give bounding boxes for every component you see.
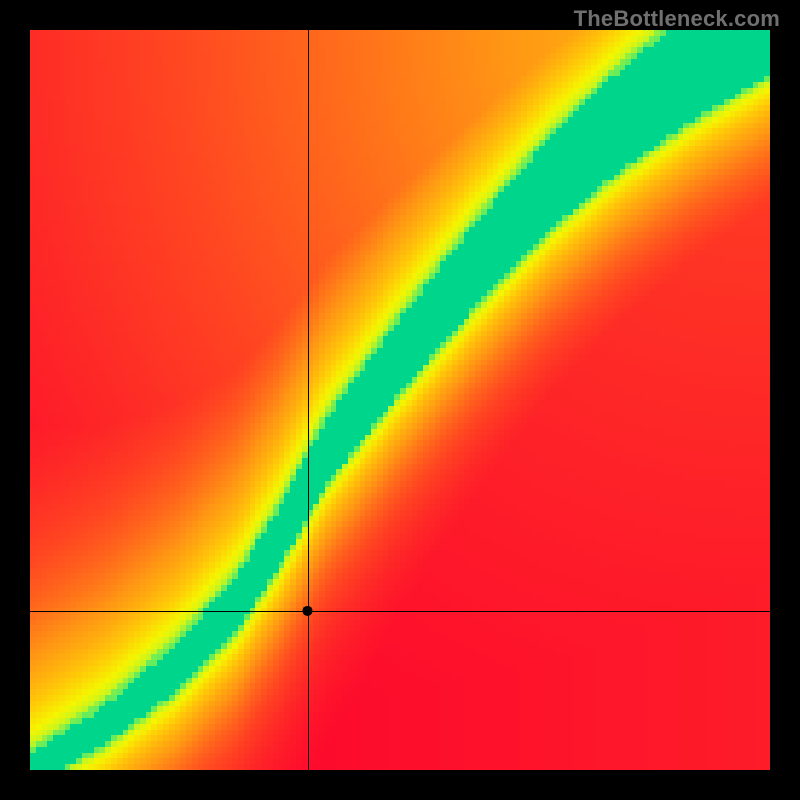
chart-container: TheBottleneck.com [0,0,800,800]
watermark-text: TheBottleneck.com [574,6,780,32]
bottleneck-heatmap [0,0,800,800]
